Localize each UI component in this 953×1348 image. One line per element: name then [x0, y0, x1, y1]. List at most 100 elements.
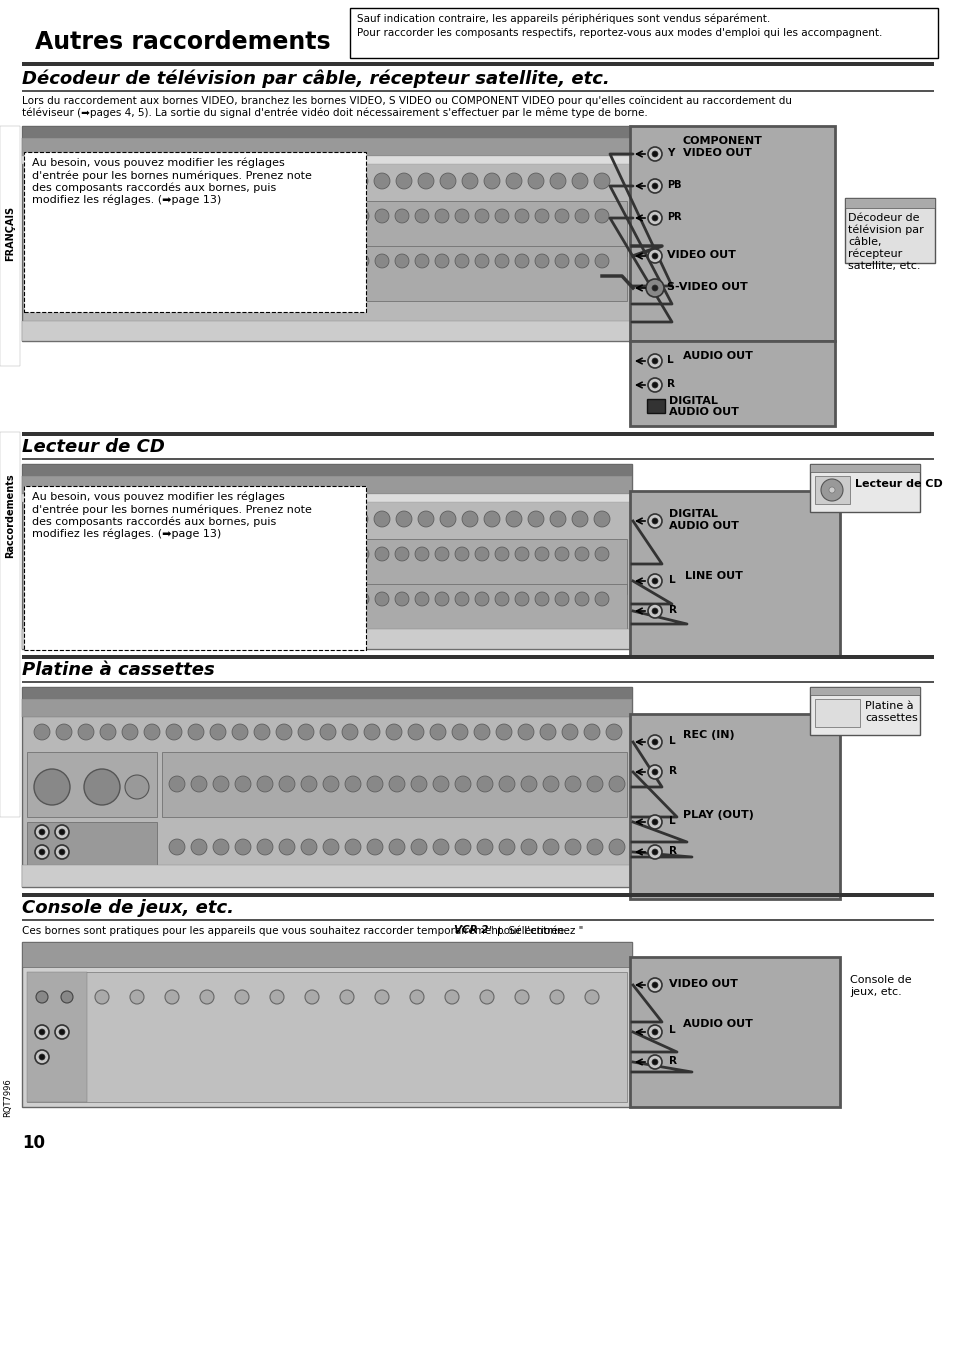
Text: DIGITAL: DIGITAL: [668, 510, 717, 519]
Circle shape: [69, 547, 83, 561]
Circle shape: [651, 284, 658, 291]
Text: L: L: [668, 576, 675, 585]
Circle shape: [88, 511, 104, 527]
Circle shape: [69, 209, 83, 222]
Circle shape: [355, 547, 369, 561]
Circle shape: [335, 547, 349, 561]
Circle shape: [564, 838, 580, 855]
Circle shape: [135, 209, 149, 222]
Circle shape: [341, 724, 357, 740]
Circle shape: [194, 253, 209, 268]
Circle shape: [515, 989, 529, 1004]
Circle shape: [586, 838, 602, 855]
Circle shape: [415, 209, 429, 222]
Circle shape: [647, 766, 661, 779]
Bar: [629, 491, 840, 656]
Circle shape: [253, 724, 270, 740]
Circle shape: [194, 209, 209, 222]
Circle shape: [44, 173, 60, 189]
Bar: [814, 700, 859, 727]
Circle shape: [828, 487, 834, 493]
Text: Platine à
cassettes: Platine à cassettes: [864, 701, 917, 723]
Circle shape: [395, 173, 412, 189]
Circle shape: [452, 724, 468, 740]
Circle shape: [39, 829, 45, 834]
Bar: [27, 201, 107, 256]
Circle shape: [175, 173, 192, 189]
Circle shape: [542, 776, 558, 793]
Circle shape: [435, 547, 449, 561]
Circle shape: [200, 989, 213, 1004]
Circle shape: [274, 547, 289, 561]
Text: R: R: [668, 1055, 677, 1066]
Circle shape: [191, 838, 207, 855]
Circle shape: [39, 849, 45, 855]
Circle shape: [564, 776, 580, 793]
Text: AUDIO OUT: AUDIO OUT: [682, 1019, 752, 1029]
Text: REC (IN): REC (IN): [682, 731, 734, 740]
Bar: [22, 90, 933, 92]
Bar: [629, 714, 840, 899]
Circle shape: [495, 253, 509, 268]
Circle shape: [59, 849, 65, 855]
Circle shape: [242, 511, 257, 527]
Circle shape: [274, 592, 289, 607]
Circle shape: [651, 849, 658, 855]
Bar: [809, 464, 919, 512]
Circle shape: [232, 724, 248, 740]
Circle shape: [84, 768, 120, 805]
Circle shape: [294, 592, 309, 607]
Circle shape: [130, 989, 144, 1004]
Circle shape: [455, 209, 469, 222]
Circle shape: [174, 209, 189, 222]
Bar: [22, 630, 631, 648]
Circle shape: [542, 838, 558, 855]
Text: Raccordements: Raccordements: [5, 473, 15, 558]
Text: R: R: [668, 605, 677, 615]
Circle shape: [572, 511, 587, 527]
Text: " pour l'entrée.: " pour l'entrée.: [488, 925, 566, 936]
Circle shape: [297, 724, 314, 740]
Circle shape: [435, 209, 449, 222]
Circle shape: [411, 838, 427, 855]
Circle shape: [395, 547, 409, 561]
Circle shape: [35, 1024, 49, 1039]
Circle shape: [264, 511, 280, 527]
Circle shape: [476, 838, 493, 855]
Circle shape: [647, 1024, 661, 1039]
Circle shape: [455, 592, 469, 607]
Circle shape: [415, 592, 429, 607]
Circle shape: [40, 253, 54, 268]
Text: R: R: [666, 379, 675, 390]
Circle shape: [66, 511, 82, 527]
Circle shape: [575, 209, 588, 222]
Bar: [112, 584, 626, 639]
Circle shape: [256, 776, 273, 793]
Bar: [22, 919, 933, 921]
Circle shape: [595, 253, 608, 268]
Text: R: R: [668, 766, 677, 776]
Circle shape: [65, 592, 79, 607]
Circle shape: [474, 724, 490, 740]
Circle shape: [234, 592, 249, 607]
Circle shape: [455, 776, 471, 793]
Bar: [809, 687, 919, 696]
Circle shape: [135, 547, 149, 561]
Bar: [0, 125, 20, 367]
Circle shape: [59, 829, 65, 834]
Circle shape: [154, 592, 169, 607]
Circle shape: [495, 592, 509, 607]
Circle shape: [314, 592, 329, 607]
Circle shape: [584, 989, 598, 1004]
Circle shape: [214, 547, 229, 561]
Circle shape: [651, 608, 658, 613]
Circle shape: [430, 724, 446, 740]
Circle shape: [575, 547, 588, 561]
Text: VIDEO OUT: VIDEO OUT: [682, 148, 751, 158]
Circle shape: [214, 592, 229, 607]
Circle shape: [479, 989, 494, 1004]
Circle shape: [408, 724, 423, 740]
Text: AUDIO OUT: AUDIO OUT: [682, 350, 752, 361]
Circle shape: [515, 209, 529, 222]
Circle shape: [213, 776, 229, 793]
